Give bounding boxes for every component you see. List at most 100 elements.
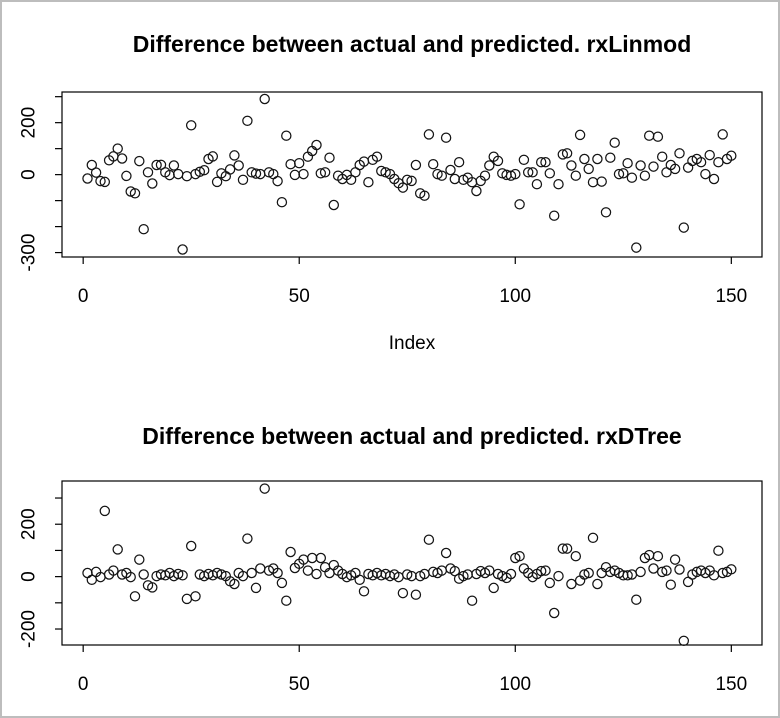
data-point bbox=[242, 533, 253, 544]
data-point bbox=[717, 567, 728, 579]
data-point bbox=[432, 168, 443, 180]
data-point bbox=[147, 178, 158, 189]
data-point bbox=[557, 149, 569, 160]
data-point bbox=[436, 170, 448, 181]
data-point bbox=[479, 170, 491, 181]
data-point bbox=[419, 190, 430, 201]
data-point bbox=[609, 137, 620, 148]
data-point bbox=[726, 564, 737, 575]
data-point bbox=[82, 173, 93, 184]
data-point bbox=[198, 164, 210, 176]
data-point bbox=[445, 164, 456, 176]
data-point bbox=[440, 132, 452, 143]
data-point bbox=[635, 160, 646, 171]
data-point bbox=[116, 153, 128, 164]
data-point bbox=[177, 244, 188, 255]
data-point bbox=[427, 158, 439, 170]
data-point bbox=[708, 173, 720, 185]
data-point bbox=[363, 176, 374, 188]
data-point bbox=[151, 159, 162, 171]
data-point bbox=[185, 120, 197, 131]
data-point bbox=[505, 568, 517, 580]
y-tick-label: 0 bbox=[19, 571, 40, 582]
data-point bbox=[259, 483, 270, 494]
data-point bbox=[229, 150, 240, 161]
data-point bbox=[397, 182, 409, 193]
data-point bbox=[449, 173, 461, 185]
data-point bbox=[553, 570, 564, 582]
data-point bbox=[172, 168, 184, 180]
data-point bbox=[704, 149, 715, 161]
data-point bbox=[423, 534, 435, 545]
data-point bbox=[272, 567, 283, 579]
data-point bbox=[129, 188, 141, 199]
data-point bbox=[518, 154, 530, 166]
data-point bbox=[147, 582, 158, 593]
data-point bbox=[535, 565, 547, 577]
data-point bbox=[453, 156, 465, 168]
data-point bbox=[311, 568, 322, 580]
data-point bbox=[587, 532, 599, 544]
x-tick-label: 0 bbox=[78, 286, 89, 307]
data-point bbox=[285, 546, 296, 558]
data-point bbox=[250, 168, 262, 179]
data-point bbox=[246, 567, 257, 579]
data-point bbox=[618, 168, 629, 179]
data-point bbox=[281, 595, 292, 606]
data-point bbox=[358, 586, 370, 597]
data-point bbox=[579, 569, 590, 580]
data-point bbox=[717, 129, 728, 140]
data-point bbox=[276, 577, 288, 589]
data-point bbox=[561, 148, 573, 159]
data-point bbox=[471, 185, 482, 197]
chart-title-rxlinmod: Difference between actual and predicted.… bbox=[133, 31, 692, 57]
data-point bbox=[302, 565, 314, 576]
data-point bbox=[233, 160, 244, 171]
data-point bbox=[484, 565, 495, 576]
data-point bbox=[661, 565, 672, 576]
data-point bbox=[713, 545, 724, 556]
data-point bbox=[600, 207, 612, 218]
data-point bbox=[112, 143, 123, 154]
data-point bbox=[583, 567, 594, 579]
data-point bbox=[242, 115, 253, 127]
data-point bbox=[125, 571, 136, 583]
data-point bbox=[631, 594, 642, 605]
data-point bbox=[86, 159, 98, 171]
data-point bbox=[505, 170, 517, 181]
data-point bbox=[185, 540, 197, 552]
data-point bbox=[561, 543, 573, 554]
data-point bbox=[544, 577, 556, 589]
data-point bbox=[401, 569, 413, 580]
data-point bbox=[406, 175, 417, 187]
data-point bbox=[315, 552, 327, 564]
data-point bbox=[95, 175, 106, 187]
plot-border bbox=[61, 480, 763, 646]
data-point bbox=[371, 151, 383, 162]
data-point bbox=[639, 170, 651, 181]
data-point bbox=[592, 153, 603, 165]
x-tick-label: 0 bbox=[78, 674, 89, 695]
data-point bbox=[548, 210, 560, 221]
data-point bbox=[674, 564, 685, 575]
data-point bbox=[99, 505, 111, 517]
data-point bbox=[168, 160, 180, 171]
data-point bbox=[134, 155, 145, 167]
data-point bbox=[211, 176, 223, 188]
data-point bbox=[121, 170, 132, 182]
data-point bbox=[665, 579, 677, 590]
data-point bbox=[605, 152, 616, 163]
chart-rxlinmod: Difference between actual and predicted.… bbox=[19, 31, 763, 354]
data-point bbox=[207, 151, 219, 162]
data-point bbox=[522, 167, 534, 178]
data-point bbox=[648, 161, 659, 172]
data-point bbox=[678, 222, 690, 233]
data-point bbox=[410, 159, 422, 171]
data-point bbox=[700, 168, 711, 180]
data-point bbox=[190, 591, 201, 602]
data-point bbox=[570, 170, 582, 181]
x-tick-label: 150 bbox=[715, 674, 747, 695]
data-point bbox=[410, 589, 422, 600]
data-point bbox=[548, 607, 560, 619]
data-point bbox=[535, 156, 547, 168]
